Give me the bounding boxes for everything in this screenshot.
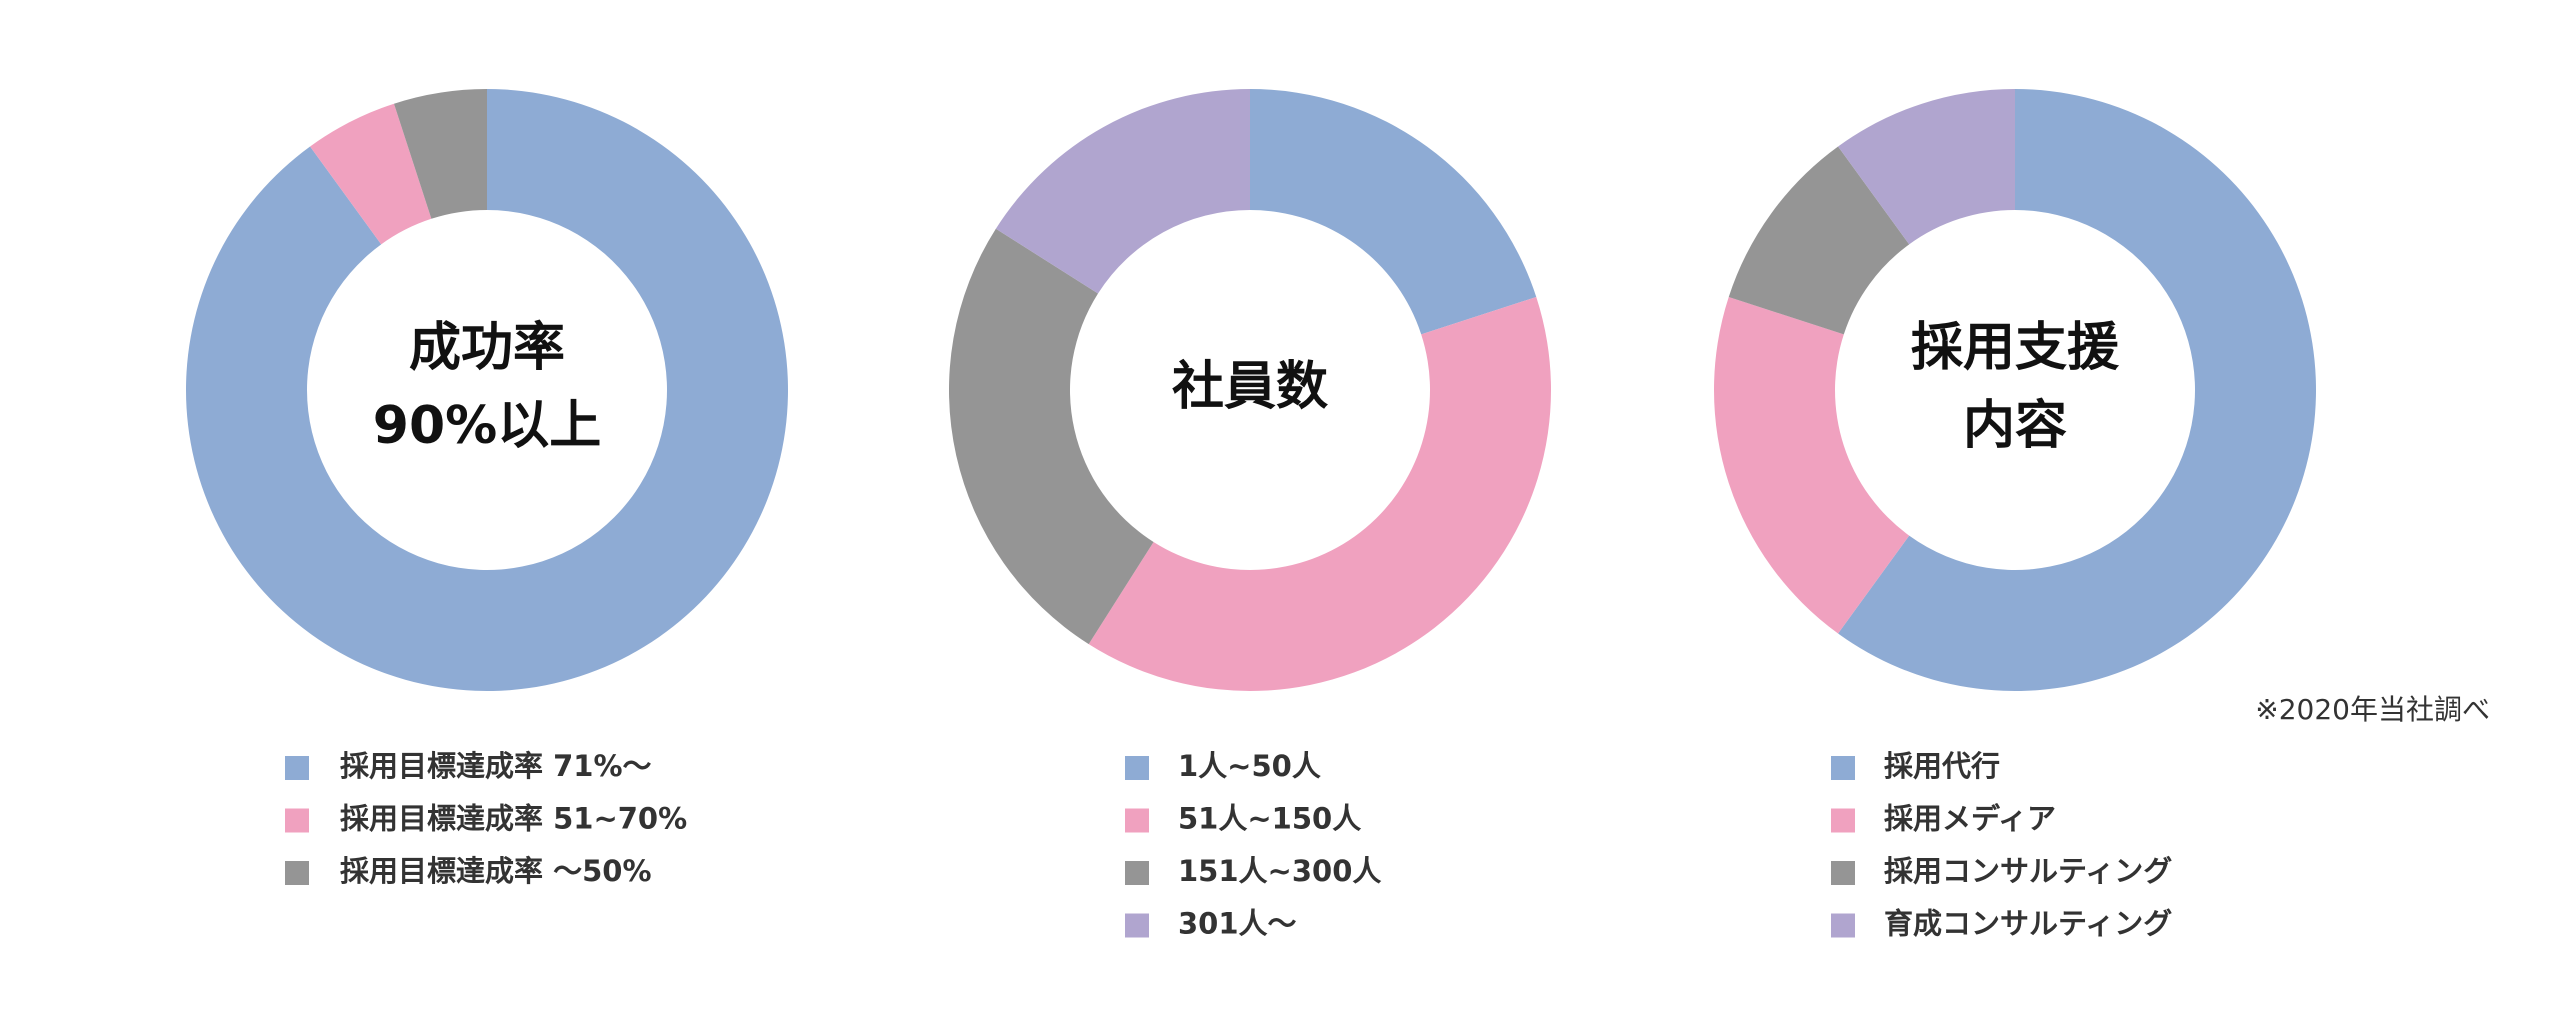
donut-slice [1728,146,1910,335]
legend-label: 採用代行 [1884,749,2000,783]
legend-swatch [1125,861,1149,885]
center-label: 内容 [1963,396,2067,456]
donut-slice [1838,89,2015,245]
center-label: 90%以上 [373,396,601,456]
donut-slice [1713,296,1910,634]
legend-label: 1人~50人 [1178,749,1321,783]
center-label: 成功率 [409,318,565,378]
legend-swatch [285,861,309,885]
donut-slice [1250,89,1537,335]
legend-label: 採用コンサルティング [1884,854,2172,888]
legend-label: 採用メディア [1884,802,2056,836]
donut-slice [185,89,788,691]
center-label: 採用支援 [1911,318,2120,378]
legend-label: 採用目標達成率 51~70% [340,802,687,836]
legend-swatch [1831,913,1855,938]
donut-slice [1088,296,1551,691]
legend-label: 育成コンサルティング [1884,907,2172,941]
legend-swatch [1831,756,1855,780]
legend-label: 採用目標達成率 71%〜 [340,749,652,783]
legend-label: 採用目標達成率 〜50% [340,854,652,888]
note: ※2020年当社調べ [2255,693,2490,726]
legend-swatch [1831,808,1855,833]
legend-label: 151人~300人 [1178,854,1381,888]
legend-label: 51人~150人 [1178,802,1361,836]
donut-slice [393,89,487,219]
donut-slice [310,103,432,245]
legend-label: 301人〜 [1178,907,1297,941]
donut-slice [949,228,1154,645]
donut-slice [995,89,1250,294]
legend-swatch [1831,861,1855,885]
legend-swatch [1125,913,1149,938]
center-label: 社員数 [1172,357,1328,417]
legend-swatch [1125,756,1149,780]
legend-swatch [1125,808,1149,833]
donut-slice [1838,89,2316,691]
legend-swatch [285,808,309,833]
legend-swatch [285,756,309,780]
